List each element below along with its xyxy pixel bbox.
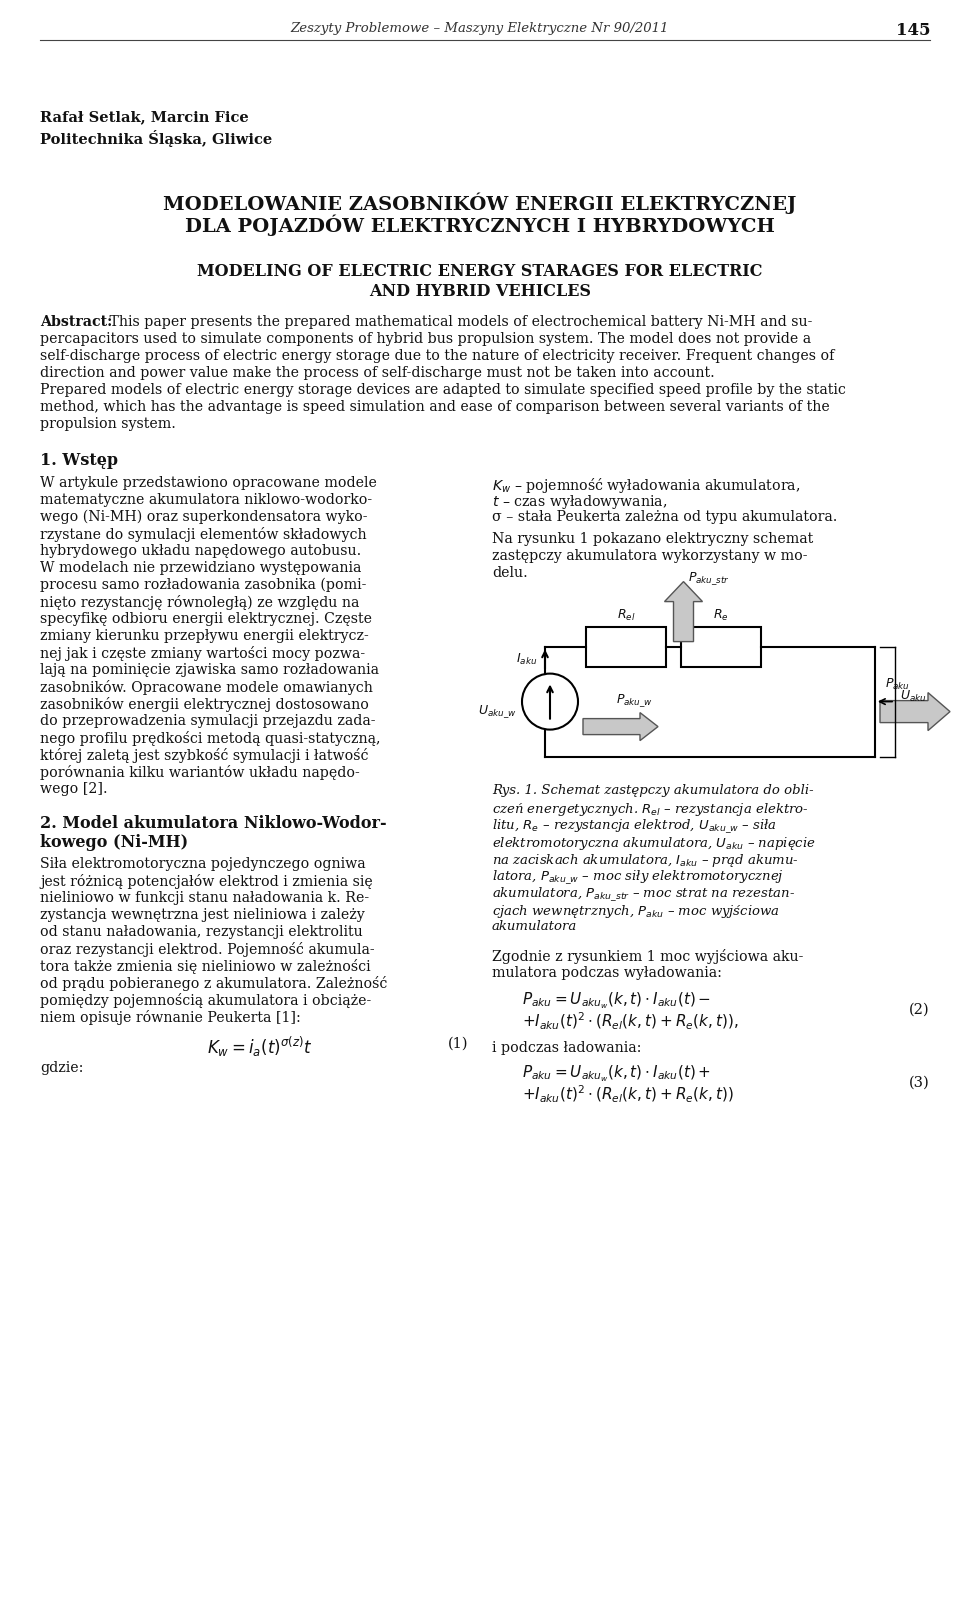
Text: $I_{aku}$: $I_{aku}$ [516,651,537,667]
Text: $t$ – czas wyładowywania,: $t$ – czas wyładowywania, [492,493,667,511]
FancyArrow shape [880,693,950,730]
Text: $K_w$ – pojemność wyładowania akumulatora,: $K_w$ – pojemność wyładowania akumulator… [492,476,801,495]
Text: na zaciskach akumulatora, $I_{aku}$ – prąd akumu-: na zaciskach akumulatora, $I_{aku}$ – pr… [492,851,799,869]
Text: 2. Model akumulatora Niklowo-Wodor-: 2. Model akumulatora Niklowo-Wodor- [40,816,387,832]
Text: zystancja wewnętrzna jest nieliniowa i zależy: zystancja wewnętrzna jest nieliniowa i z… [40,908,365,922]
Text: akumulatora: akumulatora [492,919,577,933]
Text: $+I_{aku}(t)^2 \cdot \left(R_{el}(k,t) + R_e(k,t)\right)$: $+I_{aku}(t)^2 \cdot \left(R_{el}(k,t) +… [522,1083,733,1104]
Text: rzystane do symulacji elementów składowych: rzystane do symulacji elementów składowy… [40,527,367,542]
Text: tora także zmienia się nieliniowo w zależności: tora także zmienia się nieliniowo w zale… [40,959,371,974]
Text: specyfikę odbioru energii elektrycznej. Częste: specyfikę odbioru energii elektrycznej. … [40,613,372,625]
Text: Abstract:: Abstract: [40,314,112,329]
Text: akumulatora, $P_{aku\_str}$ – moc strat na rezestan-: akumulatora, $P_{aku\_str}$ – moc strat … [492,885,795,903]
Text: kowego (Ni-MH): kowego (Ni-MH) [40,833,188,851]
Text: wego [2].: wego [2]. [40,782,108,796]
Text: od prądu pobieranego z akumulatora. Zależność: od prądu pobieranego z akumulatora. Zale… [40,975,388,991]
Text: method, which has the advantage is speed simulation and ease of comparison betwe: method, which has the advantage is speed… [40,400,829,414]
Text: czeń energetycznych. $R_{el}$ – rezystancja elektro-: czeń energetycznych. $R_{el}$ – rezystan… [492,801,808,817]
Text: do przeprowadzenia symulacji przejazdu zada-: do przeprowadzenia symulacji przejazdu z… [40,714,375,729]
Text: 145: 145 [896,23,930,39]
Text: Prepared models of electric energy storage devices are adapted to simulate speci: Prepared models of electric energy stora… [40,384,846,397]
Text: $R_e$: $R_e$ [713,608,729,622]
Text: W artykule przedstawiono opracowane modele: W artykule przedstawiono opracowane mode… [40,476,377,490]
FancyArrow shape [664,582,703,642]
Text: $R_{el}$: $R_{el}$ [616,608,636,622]
Text: σ – stała Peukerta zależna od typu akumulatora.: σ – stała Peukerta zależna od typu akumu… [492,509,837,524]
Text: Rafał Setlak, Marcin Fice: Rafał Setlak, Marcin Fice [40,110,249,124]
Text: zasobników energii elektrycznej dostosowano: zasobników energii elektrycznej dostosow… [40,696,369,713]
Text: $P_{aku\_str}$: $P_{aku\_str}$ [688,571,731,587]
Bar [681,627,761,667]
Text: cjach wewnętrznych, $P_{aku}$ – moc wyjściowa: cjach wewnętrznych, $P_{aku}$ – moc wyjś… [492,903,780,919]
Text: $P_{aku\_w}$: $P_{aku\_w}$ [615,692,653,709]
Text: latora, $P_{aku\_w}$ – moc siły elektromotorycznej: latora, $P_{aku\_w}$ – moc siły elektrom… [492,869,783,887]
Text: zasobników. Opracowane modele omawianych: zasobników. Opracowane modele omawianych [40,680,372,695]
Text: Rys. 1. Schemat zastępczy akumulatora do obli-: Rys. 1. Schemat zastępczy akumulatora do… [492,783,814,796]
Text: mulatora podczas wyładowania:: mulatora podczas wyładowania: [492,966,722,980]
Text: której zaletą jest szybkość symulacji i łatwość: której zaletą jest szybkość symulacji i … [40,748,369,762]
Text: nieliniowo w funkcji stanu naładowania k. Re-: nieliniowo w funkcji stanu naładowania k… [40,891,370,904]
Text: hybrydowego układu napędowego autobusu.: hybrydowego układu napędowego autobusu. [40,543,361,558]
Text: oraz rezystancji elektrod. Pojemność akumula-: oraz rezystancji elektrod. Pojemność aku… [40,941,374,958]
Text: porównania kilku wariantów układu napędo-: porównania kilku wariantów układu napędo… [40,766,360,780]
Text: elektromotoryczna akumulatora, $U_{aku}$ – napięcie: elektromotoryczna akumulatora, $U_{aku}$… [492,835,816,851]
Text: $K_w = i_a(t)^{\sigma(z)} t$: $K_w = i_a(t)^{\sigma(z)} t$ [207,1035,313,1059]
Text: (2): (2) [909,1003,930,1017]
Text: $U_{aku\_w}$: $U_{aku\_w}$ [478,703,517,721]
Text: $P_{aku} = U_{aku_w}(k,t) \cdot I_{aku}(t) -$: $P_{aku} = U_{aku_w}(k,t) \cdot I_{aku}(… [522,991,711,1011]
Text: direction and power value make the process of self-discharge must not be taken i: direction and power value make the proce… [40,366,715,380]
Text: i podczas ładowania:: i podczas ładowania: [492,1041,641,1054]
Text: jest różnicą potencjałów elektrod i zmienia się: jest różnicą potencjałów elektrod i zmie… [40,874,372,888]
Text: (1): (1) [447,1037,468,1051]
Text: W modelach nie przewidziano występowania: W modelach nie przewidziano występowania [40,561,361,575]
Text: lają na pominięcie zjawiska samo rozładowania: lają na pominięcie zjawiska samo rozłado… [40,663,379,677]
Text: $+I_{aku}(t)^2 \cdot \left(R_{el}(k,t) + R_e(k,t)\right),$: $+I_{aku}(t)^2 \cdot \left(R_{el}(k,t) +… [522,1011,738,1032]
Text: This paper presents the prepared mathematical models of electrochemical battery : This paper presents the prepared mathema… [105,314,812,329]
FancyArrow shape [583,713,658,740]
Text: DLA POJAZDÓW ELEKTRYCZNYCH I HYBRYDOWYCH: DLA POJAZDÓW ELEKTRYCZNYCH I HYBRYDOWYCH [185,214,775,237]
Text: Zeszyty Problemowe – Maszyny Elektryczne Nr 90/2011: Zeszyty Problemowe – Maszyny Elektryczne… [291,23,669,35]
Text: nej jak i częste zmiany wartości mocy pozwa-: nej jak i częste zmiany wartości mocy po… [40,646,365,661]
Text: percapacitors used to simulate components of hybrid bus propulsion system. The m: percapacitors used to simulate component… [40,332,811,347]
Text: niem opisuje równanie Peukerta [1]:: niem opisuje równanie Peukerta [1]: [40,1011,300,1025]
Text: (3): (3) [909,1075,930,1090]
Text: propulsion system.: propulsion system. [40,418,176,430]
Text: $P_{aku}$: $P_{aku}$ [885,677,910,692]
Bar [586,627,666,667]
Text: $U_{aku}$: $U_{aku}$ [900,688,926,704]
Text: od stanu naładowania, rezystancji elektrolitu: od stanu naładowania, rezystancji elektr… [40,925,363,940]
Text: pomiędzy pojemnością akumulatora i obciąże-: pomiędzy pojemnością akumulatora i obcią… [40,993,372,1008]
Text: litu, $R_e$ – rezystancja elektrod, $U_{aku\_w}$ – siła: litu, $R_e$ – rezystancja elektrod, $U_{… [492,817,777,835]
Text: self-discharge process of electric energy storage due to the nature of electrici: self-discharge process of electric energ… [40,350,834,363]
Text: zmiany kierunku przepływu energii elektrycz-: zmiany kierunku przepływu energii elektr… [40,629,369,643]
Text: $P_{aku} = U_{aku_w}(k,t) \cdot I_{aku}(t) +$: $P_{aku} = U_{aku_w}(k,t) \cdot I_{aku}(… [522,1064,711,1085]
Text: nięto rezystancję równoległą) ze względu na: nięto rezystancję równoległą) ze względu… [40,595,359,609]
Text: Na rysunku 1 pokazano elektryczny schemat: Na rysunku 1 pokazano elektryczny schema… [492,532,813,546]
Text: 1. Wstęp: 1. Wstęp [40,451,118,469]
Text: AND HYBRID VEHICLES: AND HYBRID VEHICLES [369,284,591,300]
Text: MODELING OF ELECTRIC ENERGY STARAGES FOR ELECTRIC: MODELING OF ELECTRIC ENERGY STARAGES FOR… [197,263,763,280]
Text: delu.: delu. [492,566,528,580]
Text: matematyczne akumulatora niklowo-wodorko-: matematyczne akumulatora niklowo-wodorko… [40,493,372,508]
Text: Zgodnie z rysunkiem 1 moc wyjściowa aku-: Zgodnie z rysunkiem 1 moc wyjściowa aku- [492,948,804,964]
Text: Politechnika Śląska, Gliwice: Politechnika Śląska, Gliwice [40,131,273,147]
Text: procesu samo rozładowania zasobnika (pomi-: procesu samo rozładowania zasobnika (pom… [40,579,367,592]
Text: wego (Ni-MH) oraz superkondensatora wyko-: wego (Ni-MH) oraz superkondensatora wyko… [40,509,368,524]
Text: MODELOWANIE ZASOBNIKÓW ENERGII ELEKTRYCZNEJ: MODELOWANIE ZASOBNIKÓW ENERGII ELEKTRYCZ… [163,192,797,213]
Text: nego profilu prędkości metodą quasi-statyczną,: nego profilu prędkości metodą quasi-stat… [40,730,380,746]
Text: Siła elektromotoryczna pojedynczego ogniwa: Siła elektromotoryczna pojedynczego ogni… [40,858,366,870]
Text: zastępczy akumulatora wykorzystany w mo-: zastępczy akumulatora wykorzystany w mo- [492,550,807,563]
Text: gdzie:: gdzie: [40,1061,84,1075]
